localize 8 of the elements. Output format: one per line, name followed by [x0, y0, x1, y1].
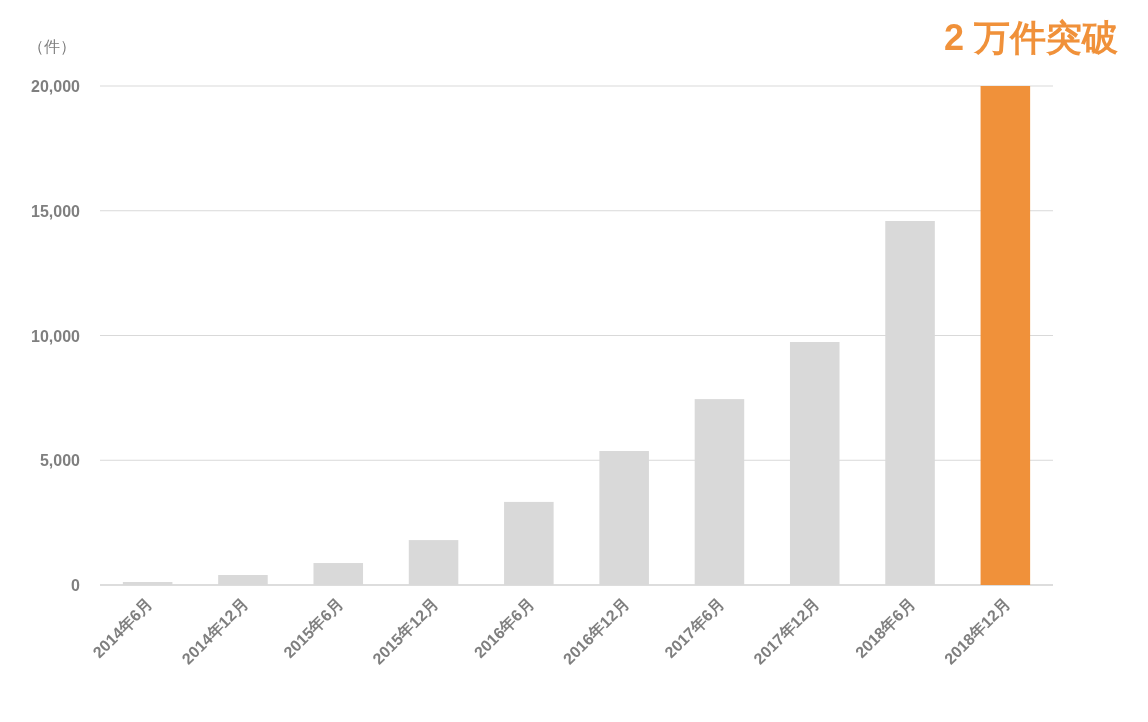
y-tick-label: 15,000 — [31, 202, 81, 220]
y-tick-label: 0 — [71, 577, 81, 594]
y-axis-title: （件） — [28, 38, 76, 55]
text: 2 万件突破 — [943, 17, 1118, 58]
y-tick-label: 10,000 — [31, 327, 81, 345]
y-tick-label: 5,000 — [39, 452, 81, 470]
y-tick-label: 20,000 — [31, 78, 81, 95]
bar — [980, 86, 1031, 585]
